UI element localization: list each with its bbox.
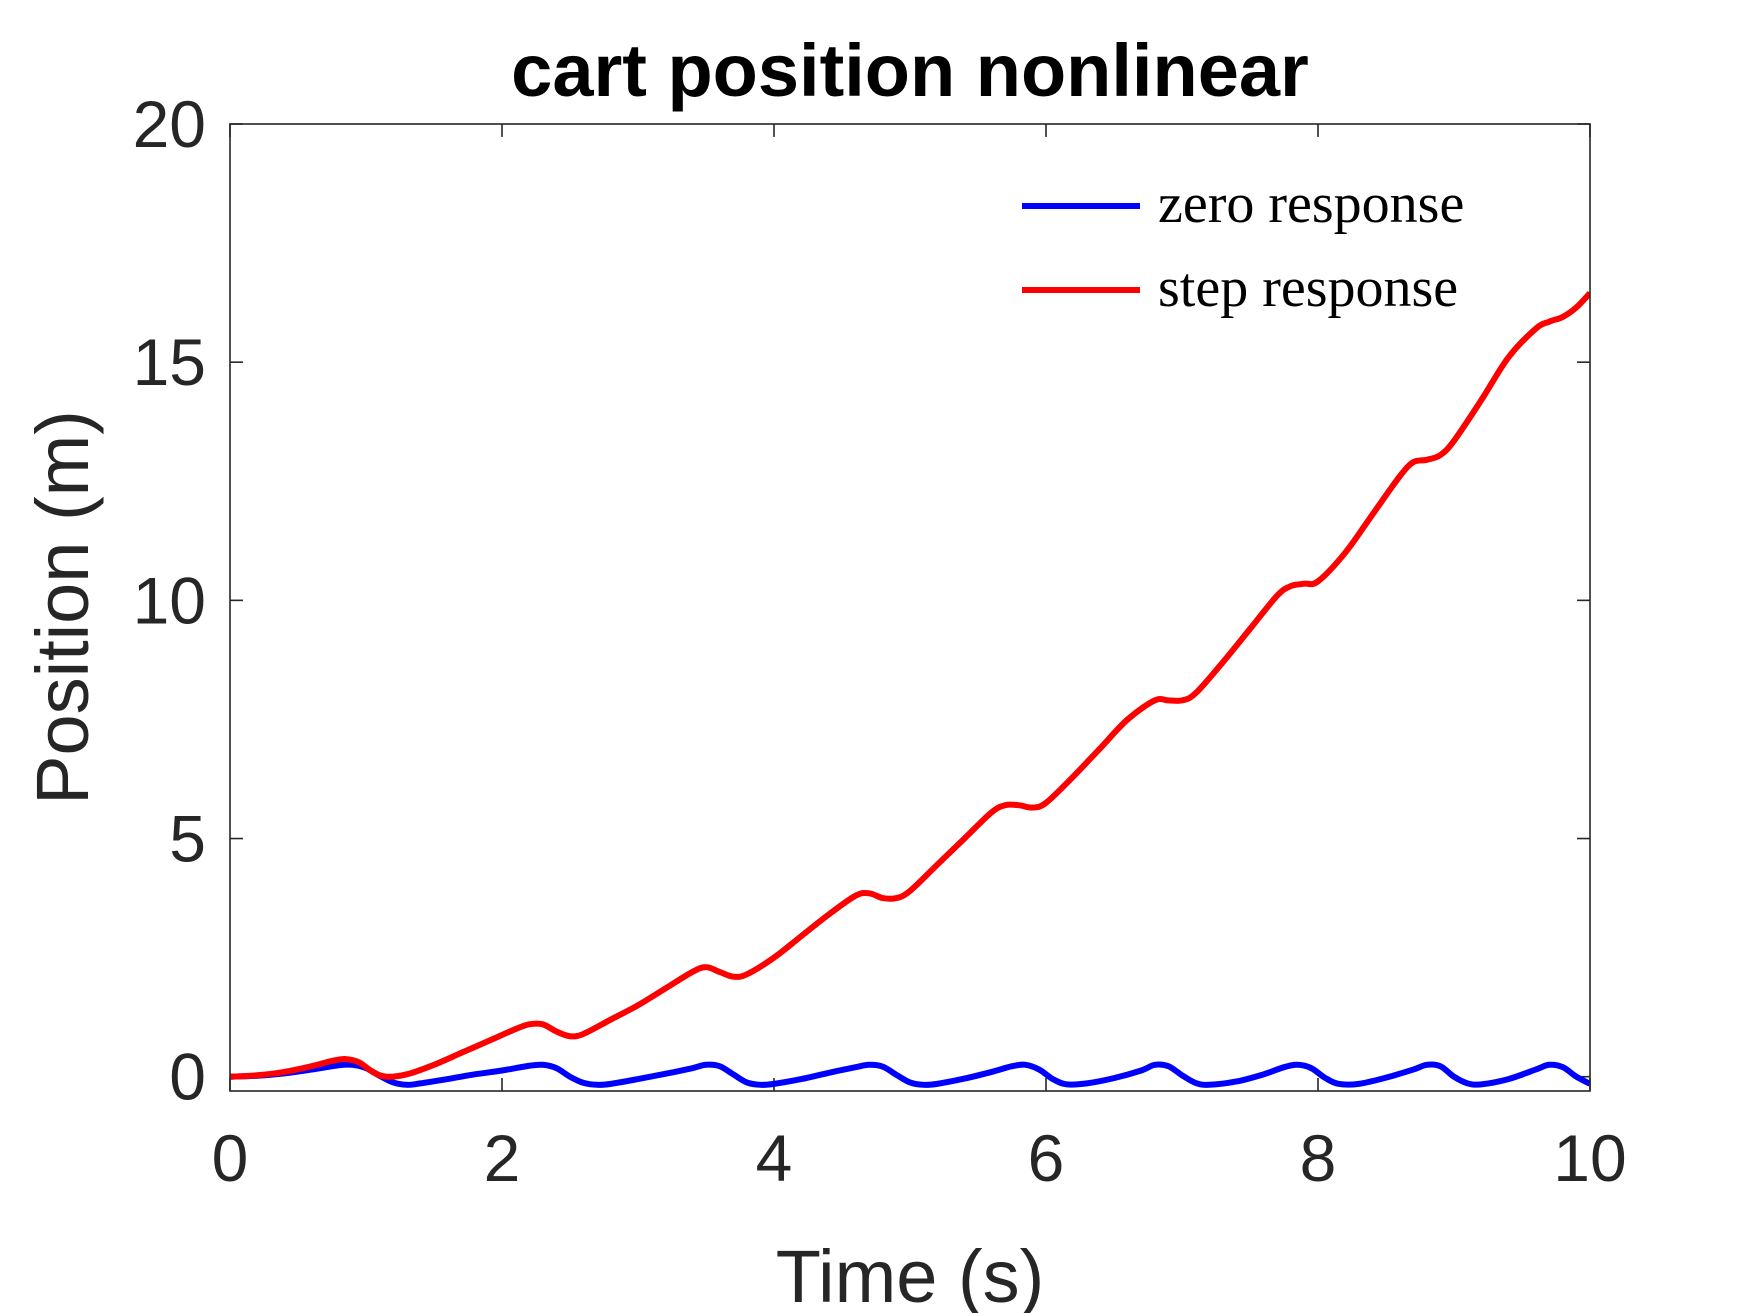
chart-title: cart position nonlinear [511,29,1309,112]
x-tick-label: 0 [212,1121,249,1195]
series-lines [230,291,1590,1088]
x-tick-label: 8 [1300,1121,1337,1195]
x-axis-label: Time (s) [776,1235,1045,1313]
legend-label-step-response: step response [1158,257,1458,319]
y-tick-label: 20 [133,87,206,161]
tick-labels: 0 2 4 6 8 10 0 5 10 15 20 [133,87,1627,1195]
y-tick-label: 10 [133,563,206,637]
y-tick-label: 0 [169,1040,206,1114]
x-tick-label: 6 [1028,1121,1065,1195]
y-axis-label: Position (m) [21,410,104,805]
y-tick-label: 5 [169,802,206,876]
series-line-step-response [230,291,1590,1080]
x-tick-label: 2 [484,1121,521,1195]
x-tick-label: 4 [756,1121,793,1195]
y-tick-label: 15 [133,325,206,399]
plot-area [230,124,1590,1091]
axes-box [229,123,1591,1092]
legend-label-zero-response: zero response [1158,173,1464,235]
series-line-zero-response [230,1061,1590,1088]
x-tick-label: 10 [1553,1121,1626,1195]
legend: zero response step response [1022,173,1464,319]
